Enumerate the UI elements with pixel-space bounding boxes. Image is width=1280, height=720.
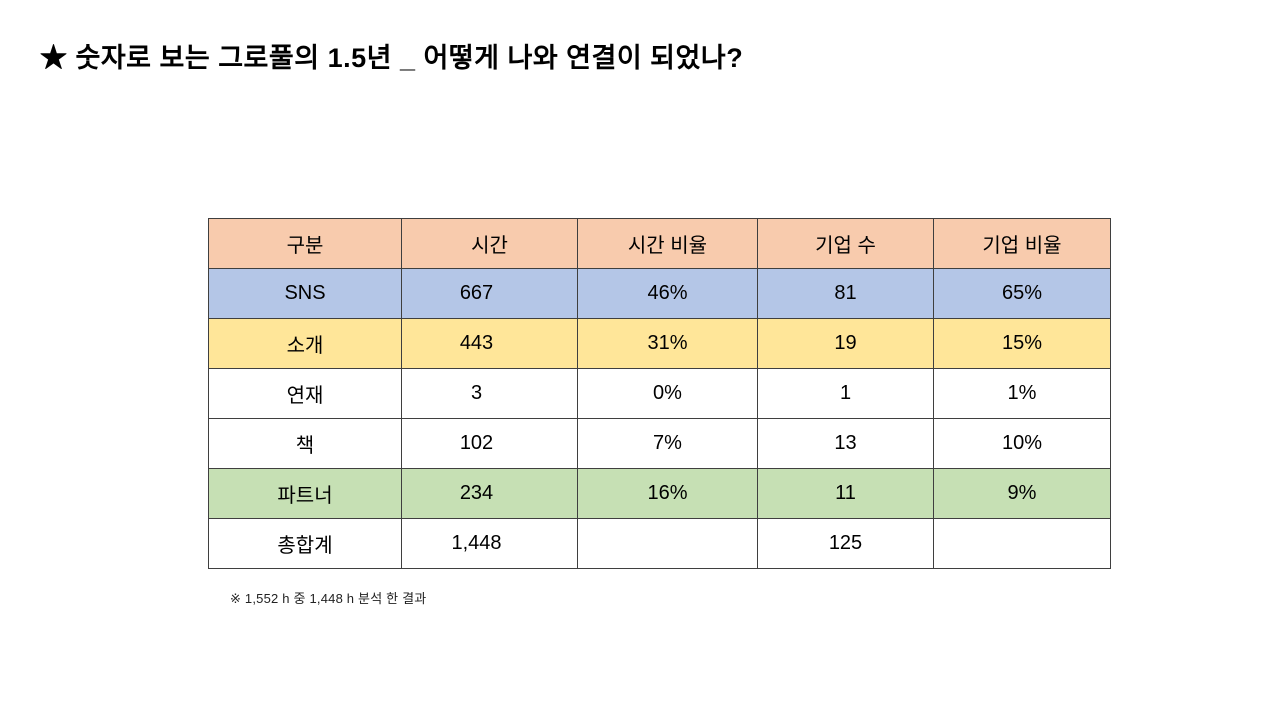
cell-companies-pct: 10% — [933, 418, 1111, 469]
table-header-row: 구분 시간 시간 비율 기업 수 기업 비율 — [208, 218, 1111, 269]
table-row-serial: 연재 3 0% 1 1% — [208, 368, 1111, 419]
cell-hours-pct: 16% — [577, 468, 758, 519]
cell-companies: 81 — [757, 268, 934, 319]
cell-category: SNS — [208, 268, 402, 319]
cell-category: 소개 — [208, 318, 402, 369]
cell-companies: 1 — [757, 368, 934, 419]
cell-companies: 125 — [757, 518, 934, 569]
cell-companies: 11 — [757, 468, 934, 519]
cell-hours-pct: 31% — [577, 318, 758, 369]
footnote: ※ 1,552 h 중 1,448 h 분석 한 결과 — [230, 591, 427, 606]
cell-category: 총합계 — [208, 518, 402, 569]
cell-category: 책 — [208, 418, 402, 469]
table-row-intro: 소개 443 31% 19 15% — [208, 318, 1111, 369]
cell-hours: 3 — [401, 368, 578, 419]
cell-hours-pct: 46% — [577, 268, 758, 319]
cell-hours: 102 — [401, 418, 578, 469]
stats-table: 구분 시간 시간 비율 기업 수 기업 비율 SNS 667 46% 81 65… — [208, 218, 1111, 569]
table-row-sns: SNS 667 46% 81 65% — [208, 268, 1111, 319]
cell-hours: 667 — [401, 268, 578, 319]
cell-hours-pct: 0% — [577, 368, 758, 419]
cell-hours: 1,448 — [401, 518, 578, 569]
col-header-hours-pct: 시간 비율 — [577, 218, 758, 269]
table-row-total: 총합계 1,448 125 — [208, 518, 1111, 569]
cell-companies: 13 — [757, 418, 934, 469]
cell-hours: 234 — [401, 468, 578, 519]
col-header-category: 구분 — [208, 218, 402, 269]
cell-companies-pct: 65% — [933, 268, 1111, 319]
cell-category: 연재 — [208, 368, 402, 419]
col-header-hours: 시간 — [401, 218, 578, 269]
cell-companies-pct: 1% — [933, 368, 1111, 419]
cell-companies-pct: 9% — [933, 468, 1111, 519]
cell-companies-pct: 15% — [933, 318, 1111, 369]
cell-companies-pct — [933, 518, 1111, 569]
cell-companies: 19 — [757, 318, 934, 369]
table-row-book: 책 102 7% 13 10% — [208, 418, 1111, 469]
cell-category: 파트너 — [208, 468, 402, 519]
col-header-companies-pct: 기업 비율 — [933, 218, 1111, 269]
cell-hours-pct: 7% — [577, 418, 758, 469]
table-row-partner: 파트너 234 16% 11 9% — [208, 468, 1111, 519]
slide-title: ★ 숫자로 보는 그로풀의 1.5년 _ 어떻게 나와 연결이 되었나? — [40, 43, 744, 73]
cell-hours: 443 — [401, 318, 578, 369]
col-header-companies: 기업 수 — [757, 218, 934, 269]
cell-hours-pct — [577, 518, 758, 569]
